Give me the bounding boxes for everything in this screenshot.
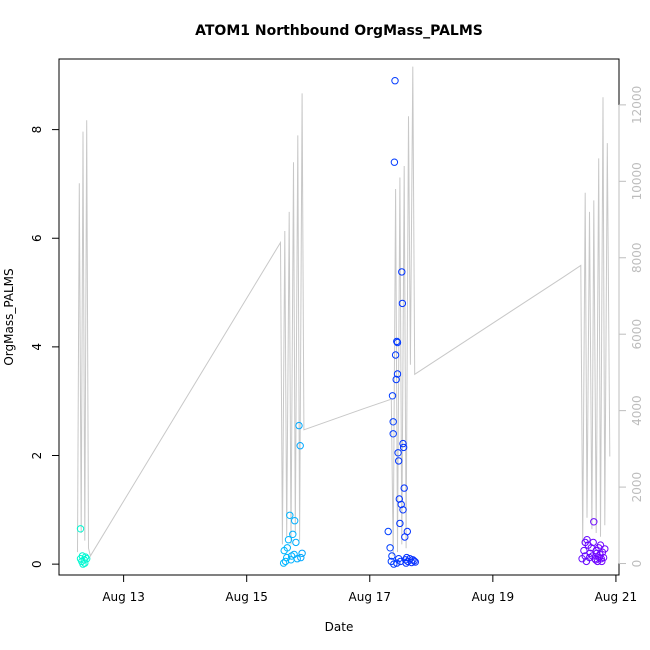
scatter-point (389, 430, 397, 438)
y2-tick-label: 8000 (630, 242, 644, 273)
scatter-point (79, 560, 87, 568)
scatter-point (395, 457, 403, 465)
scatter-point (589, 538, 597, 547)
y2-tick-label: 12000 (630, 86, 644, 124)
scatter-point (76, 525, 85, 533)
scatter-point (393, 337, 401, 346)
scatter-point (384, 527, 392, 536)
scatter-point (393, 338, 402, 347)
scatter-point (399, 506, 407, 514)
scatter-point (297, 553, 305, 562)
scatter-point (283, 553, 291, 562)
scatter-point (388, 552, 396, 560)
scatter-point (292, 538, 300, 547)
scatter-point (599, 553, 608, 562)
y-tick-label: 8 (30, 126, 44, 134)
scatter-point (81, 559, 89, 567)
y2-tick-label: 10000 (630, 162, 644, 200)
scatter-point (395, 555, 403, 563)
scatter-point (399, 443, 408, 452)
x-axis: Aug 13 Aug 15 Aug 17 Aug 19 Aug 21 (102, 575, 637, 604)
scatter-point (390, 158, 399, 166)
scatter-point (411, 558, 419, 566)
scatter-point (279, 559, 288, 567)
y-axis-label: OrgMass_PALMS (2, 268, 16, 365)
y2-tick-label: 2000 (630, 472, 644, 503)
x-axis-label: Date (325, 620, 354, 634)
scatter-point (291, 517, 299, 525)
y-axis-left: 0 2 4 6 8 (30, 126, 59, 568)
scatter-point (289, 530, 297, 538)
y-axis-right: 0 2000 4000 6000 8000 10000 12000 (618, 86, 644, 568)
y-tick-label: 4 (30, 343, 44, 351)
x-tick-label: Aug 19 (472, 590, 515, 604)
scatter-point (386, 544, 394, 552)
y-tick-label: 0 (30, 560, 44, 568)
scatter-point (580, 546, 588, 555)
x-tick-label: Aug 21 (595, 590, 638, 604)
scatter-point (391, 77, 399, 85)
scatter-point (398, 268, 406, 276)
scatter-point (398, 299, 407, 308)
scatter-point (388, 392, 397, 400)
scatter-point (393, 370, 402, 378)
x-tick-label: Aug 17 (349, 590, 392, 604)
scatter-point (595, 553, 603, 562)
series-line-background (77, 66, 611, 558)
x-tick-label: Aug 15 (225, 590, 268, 604)
scatter-point (410, 557, 418, 565)
scatter-point (403, 527, 411, 536)
scatter-point (280, 546, 288, 555)
plot-frame (58, 58, 620, 576)
scatter-point (290, 550, 298, 559)
scatter-point (402, 559, 410, 567)
scatter-point (392, 375, 400, 384)
y2-tick-label: 6000 (630, 319, 644, 350)
scatter-point (583, 536, 591, 544)
scatter-point (391, 351, 400, 359)
scatter-point (601, 545, 609, 553)
scatter-point (590, 518, 598, 526)
scatter-point (387, 557, 395, 566)
scatter-point (581, 552, 589, 560)
y2-tick-label: 4000 (630, 395, 644, 426)
scatter-point (598, 557, 606, 566)
y2-tick-label: 0 (630, 560, 644, 568)
scatter-point (409, 556, 417, 564)
scatter-point (394, 449, 402, 457)
scatter-point (295, 421, 303, 430)
scatter-point (284, 536, 293, 544)
scatter-point (287, 556, 295, 564)
scatter-point (397, 500, 405, 509)
scatter-point (281, 557, 290, 566)
scatter-point (596, 541, 605, 549)
scatter-point (286, 511, 294, 519)
scatter-point (399, 439, 407, 448)
chart-title: ATOM1 Northbound OrgMass_PALMS (195, 23, 483, 39)
scatter-point (298, 549, 306, 557)
y-tick-label: 2 (30, 452, 44, 460)
scatter-point (389, 418, 397, 426)
x-tick-label: Aug 13 (102, 590, 145, 604)
scatter-point (400, 484, 408, 492)
scatter-point (582, 557, 591, 566)
scatter-point (396, 519, 404, 528)
plot-area (76, 66, 611, 568)
scatter-point (296, 442, 304, 450)
scatter-point (78, 552, 87, 560)
y-tick-label: 6 (30, 234, 44, 242)
